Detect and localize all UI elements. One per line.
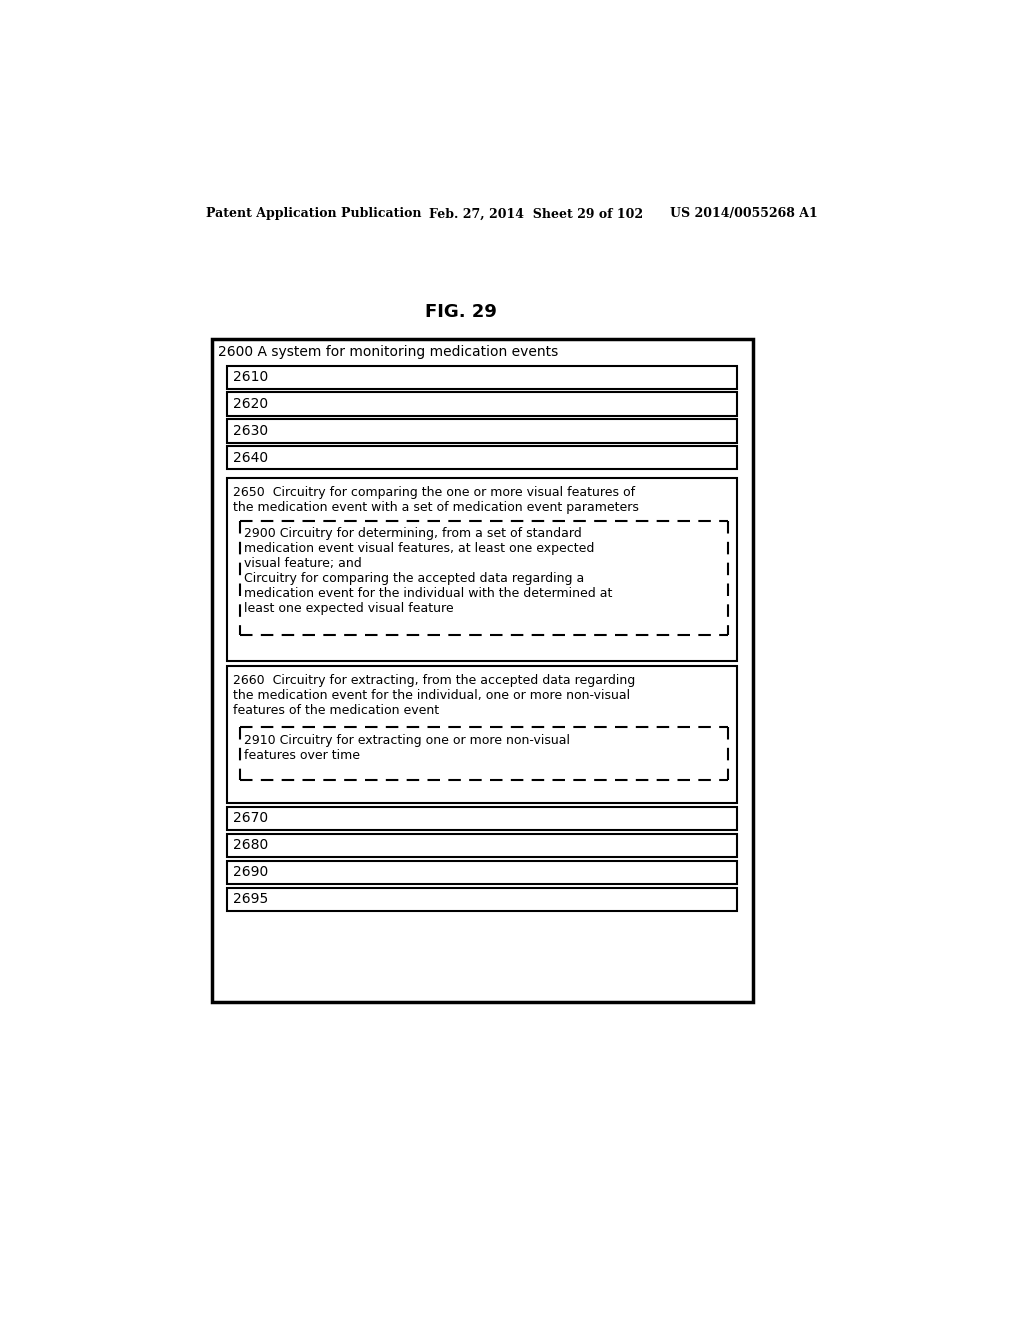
Bar — [240, 521, 728, 635]
Text: 2640: 2640 — [233, 451, 268, 465]
Bar — [240, 727, 728, 780]
Text: 2690: 2690 — [233, 865, 268, 879]
Text: Patent Application Publication: Patent Application Publication — [206, 207, 421, 220]
Bar — [240, 521, 728, 635]
Bar — [227, 366, 737, 388]
Text: 2610: 2610 — [233, 370, 268, 384]
Bar — [212, 339, 753, 1002]
Bar — [227, 478, 737, 661]
Bar — [227, 446, 737, 470]
Text: 2630: 2630 — [233, 424, 268, 438]
Bar — [240, 727, 728, 780]
Bar — [227, 392, 737, 416]
Bar — [227, 861, 737, 884]
Bar — [227, 887, 737, 911]
Text: 2900 Circuitry for determining, from a set of standard
medication event visual f: 2900 Circuitry for determining, from a s… — [245, 527, 612, 615]
Text: 2600 A system for monitoring medication events: 2600 A system for monitoring medication … — [218, 345, 558, 359]
Text: FIG. 29: FIG. 29 — [425, 304, 498, 321]
Text: 2695: 2695 — [233, 892, 268, 906]
Text: 2910 Circuitry for extracting one or more non-visual
features over time: 2910 Circuitry for extracting one or mor… — [245, 734, 570, 762]
Bar — [227, 420, 737, 442]
Text: 2650  Circuitry for comparing the one or more visual features of
the medication : 2650 Circuitry for comparing the one or … — [233, 486, 639, 513]
Bar — [227, 834, 737, 857]
Text: Feb. 27, 2014  Sheet 29 of 102: Feb. 27, 2014 Sheet 29 of 102 — [429, 207, 643, 220]
Bar — [227, 665, 737, 803]
Text: 2620: 2620 — [233, 397, 268, 411]
Text: 2660  Circuitry for extracting, from the accepted data regarding
the medication : 2660 Circuitry for extracting, from the … — [233, 673, 636, 717]
Bar — [227, 807, 737, 830]
Text: 2670: 2670 — [233, 812, 268, 825]
Text: US 2014/0055268 A1: US 2014/0055268 A1 — [671, 207, 818, 220]
Text: 2680: 2680 — [233, 838, 268, 853]
